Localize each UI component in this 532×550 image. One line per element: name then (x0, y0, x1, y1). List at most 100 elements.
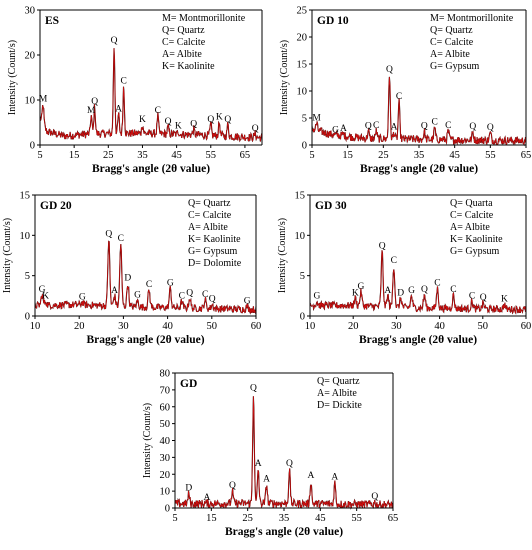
peak-label: M (39, 95, 48, 105)
peak-label: Q (224, 115, 231, 125)
x-tick-label: 30 (118, 321, 129, 332)
y-tick-label: 20 (160, 470, 171, 481)
x-axis-label: Bragg's angle (2θ value) (92, 163, 210, 175)
peak-label: C (373, 121, 379, 131)
x-axis-label: Bragg's angle (2θ value) (359, 334, 477, 346)
legend-entry: G= Gypsum (430, 61, 479, 72)
y-axis-label: Intensity (Count/s) (7, 40, 18, 115)
x-axis-label: Bragg's angle (2θ value) (225, 526, 343, 538)
x-tick-label: 20 (348, 321, 359, 332)
trace-line-red (34, 240, 257, 315)
peak-label: G (332, 125, 339, 135)
peak-label: Q (91, 97, 98, 107)
y-tick-label: 5 (302, 114, 307, 125)
panel-title: GD 20 (40, 200, 72, 212)
y-axis-label: Intensity (Count/s) (2, 218, 13, 293)
trace-line-red (309, 250, 527, 315)
peak-label: G (134, 291, 141, 301)
legend-entry: A= Albite (317, 388, 357, 399)
peak-label: K (139, 115, 146, 125)
y-tick-label: 0 (30, 141, 35, 152)
peak-label: Q (480, 293, 487, 303)
x-tick-label: 65 (388, 513, 399, 524)
y-tick-label: 0 (25, 312, 30, 323)
x-tick-label: 25 (378, 150, 389, 161)
x-tick-label: 45 (171, 150, 182, 161)
legend-entry: G= Gypsum (450, 246, 499, 257)
trace-line-red (311, 76, 527, 146)
panel-title: GD 10 (317, 15, 349, 27)
legend-entry: A= Albite (450, 222, 490, 233)
peak-label: C (391, 256, 397, 266)
y-tick-label: 30 (160, 453, 171, 464)
peak-label: K (352, 288, 359, 298)
y-tick-label: 15 (20, 191, 31, 202)
peak-label: A (204, 493, 211, 503)
peak-label: C (202, 290, 208, 300)
y-tick-label: 30 (25, 6, 36, 17)
y-tick-label: 10 (25, 96, 36, 107)
legend-entry: A= Albite (162, 49, 202, 60)
x-axis-label: Bragg's angle (2θ value) (360, 163, 478, 175)
peak-label: A (391, 123, 398, 133)
peak-label: Q (286, 459, 293, 469)
peak-label: Q (190, 119, 197, 129)
peak-label: C (155, 106, 161, 116)
peak-label: Q (165, 117, 172, 127)
y-tick-label: 40 (160, 436, 171, 447)
trace-line (174, 396, 394, 510)
peak-label: G (79, 292, 86, 302)
peak-label: Q (365, 122, 372, 132)
x-tick-label: 35 (137, 150, 148, 161)
legend-entry: K= Kaolinite (188, 234, 241, 245)
x-tick-label: 55 (485, 150, 496, 161)
peak-label: Q (469, 122, 476, 132)
peak-label: D (124, 274, 131, 284)
legend-entry: D= Dolomite (188, 258, 242, 269)
peak-label: A (331, 473, 338, 483)
x-tick-label: 20 (74, 321, 85, 332)
peak-label: K (175, 122, 182, 132)
legend-entry: K= Kaolinite (450, 234, 503, 245)
legend-entry: Q= Quarta (450, 198, 493, 209)
legend-entry: G= Gypsum (188, 246, 237, 257)
legend-entry: K= Kaolinite (162, 61, 215, 72)
y-tick-label: 0 (300, 312, 305, 323)
y-tick-label: 10 (160, 487, 171, 498)
panel-title: ES (45, 15, 59, 27)
peak-label: Q (421, 285, 428, 295)
x-tick-label: 35 (279, 513, 290, 524)
x-tick-label: 5 (309, 150, 314, 161)
x-tick-label: 60 (251, 321, 262, 332)
legend-entry: C= Calcite (430, 37, 474, 48)
peak-label: A (340, 124, 347, 134)
peak-label: D (185, 484, 192, 494)
y-tick-label: 15 (295, 191, 306, 202)
peak-label: D (397, 288, 404, 298)
peak-label: Q (111, 36, 118, 46)
legend-entry: C= Calcite (450, 210, 494, 221)
peak-label: C (469, 291, 475, 301)
x-tick-label: 50 (207, 321, 218, 332)
peak-label: G (244, 296, 251, 306)
y-tick-label: 20 (25, 51, 36, 62)
peak-label: A (263, 474, 270, 484)
legend-entry: Q= Quartz (430, 25, 473, 36)
trace-line (309, 250, 527, 315)
x-tick-label: 15 (342, 150, 353, 161)
peak-label: A (115, 104, 122, 114)
y-tick-label: 10 (20, 231, 31, 242)
peak-label: K (216, 113, 223, 123)
peak-label: A (307, 471, 314, 481)
peak-label: C (432, 118, 438, 128)
x-tick-label: 55 (206, 150, 217, 161)
legend-entry: Q= Quartz (317, 376, 360, 387)
peak-label: C (179, 291, 185, 301)
legend-entry: C= Calcite (162, 37, 206, 48)
peak-label: C (450, 285, 456, 295)
x-tick-label: 15 (206, 513, 217, 524)
x-tick-label: 50 (478, 321, 489, 332)
legend-entry: C= Calcite (188, 210, 232, 221)
